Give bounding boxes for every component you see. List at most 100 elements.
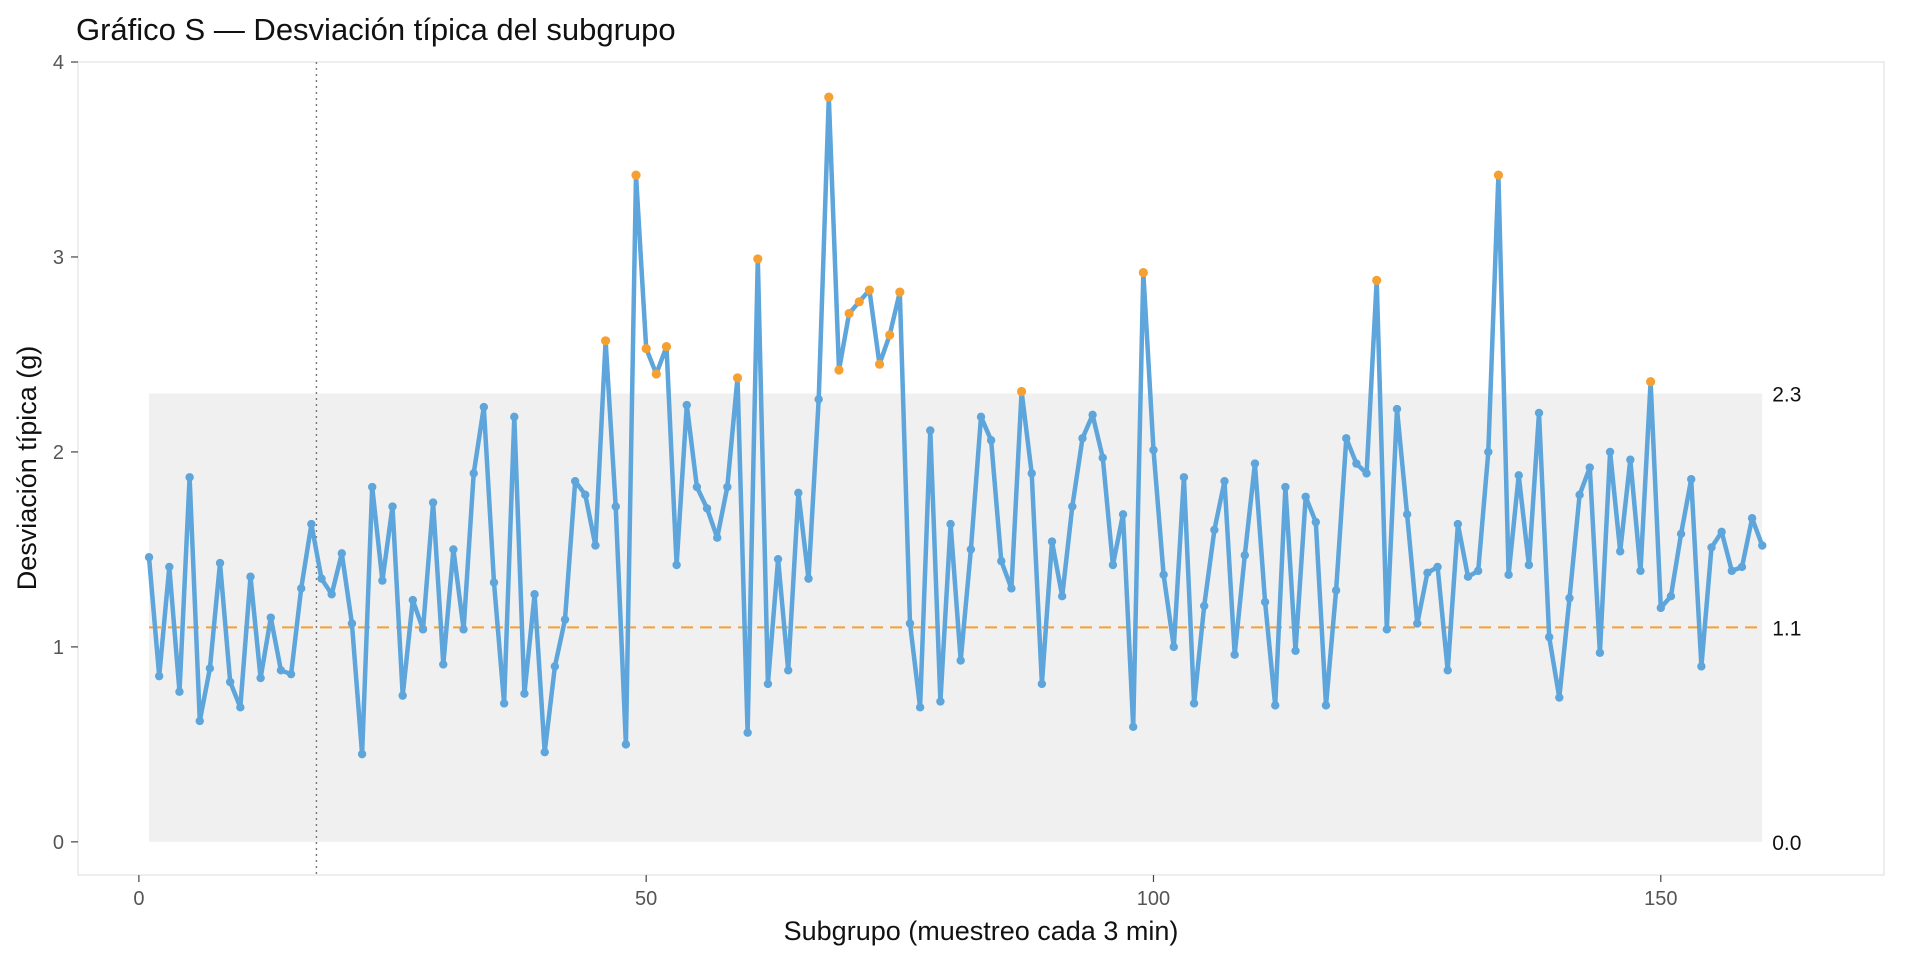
data-point [1514, 471, 1523, 480]
data-point [1260, 597, 1270, 607]
data-point [1737, 562, 1747, 572]
data-point [1271, 701, 1280, 710]
data-point [1179, 473, 1189, 482]
out-of-control-point [651, 369, 661, 379]
data-point [327, 590, 336, 599]
data-point [1068, 502, 1077, 511]
data-point [1555, 693, 1564, 702]
data-point [266, 613, 275, 622]
out-of-control-point [661, 342, 672, 352]
x-tick-label: 50 [635, 888, 657, 910]
x-tick-label: 150 [1644, 888, 1677, 910]
out-of-control-point [1138, 267, 1148, 278]
data-point [936, 697, 945, 706]
chart-title: Gráfico S — Desviación típica del subgru… [76, 12, 676, 47]
data-point [510, 412, 519, 422]
out-of-control-point [885, 330, 895, 340]
data-point [1585, 463, 1594, 472]
out-of-control-point [1646, 377, 1656, 387]
data-point [1088, 410, 1097, 420]
data-point [205, 664, 215, 673]
data-point [1656, 603, 1665, 613]
data-point [1453, 519, 1463, 529]
data-point [1413, 619, 1422, 628]
data-point [317, 574, 326, 583]
out-of-control-point [824, 92, 834, 102]
data-point [1504, 570, 1513, 579]
data-point [1433, 562, 1442, 572]
data-point [1007, 584, 1016, 593]
data-point [1118, 510, 1128, 519]
data-point [763, 679, 773, 689]
data-point [388, 502, 397, 511]
data-point [439, 660, 448, 669]
out-of-control-point [895, 287, 905, 297]
data-point [1707, 543, 1716, 552]
data-point [550, 662, 560, 671]
data-point [1301, 492, 1310, 501]
data-point [347, 619, 357, 628]
x-axis-title: Subgrupo (muestreo cada 3 min) [784, 916, 1179, 946]
data-point [1189, 699, 1199, 708]
data-point [530, 590, 539, 599]
data-point [1108, 560, 1118, 570]
data-point [1382, 625, 1392, 634]
data-point [195, 716, 204, 726]
data-point [1230, 650, 1239, 659]
data-point [692, 482, 702, 492]
data-point [408, 595, 418, 605]
data-point [1717, 527, 1726, 537]
data-point [459, 625, 468, 634]
data-point [997, 556, 1006, 566]
y-tick-label: 3 [53, 247, 64, 269]
data-point [1392, 404, 1402, 414]
data-point [479, 402, 489, 412]
data-point [804, 574, 813, 583]
data-point [966, 545, 976, 554]
center-line-label: 1.1 [1772, 617, 1801, 640]
data-point [1595, 648, 1605, 657]
data-point [621, 740, 631, 749]
data-point [672, 560, 681, 570]
data-point [276, 666, 286, 675]
data-point [1057, 592, 1067, 601]
data-point [591, 541, 600, 550]
data-point [1565, 593, 1574, 603]
data-point [956, 656, 965, 665]
out-of-control-point [600, 336, 611, 346]
data-point [1687, 475, 1696, 484]
data-point [1078, 434, 1087, 443]
plot-panel-border [77, 61, 1885, 876]
data-point [1169, 642, 1178, 652]
data-point [378, 576, 387, 585]
data-point [1210, 525, 1219, 535]
out-of-control-point [641, 343, 651, 354]
data-point [1362, 469, 1371, 478]
data-point [1220, 476, 1229, 486]
data-point [1544, 632, 1554, 642]
data-point [743, 728, 752, 737]
data-point [926, 426, 935, 435]
data-point [1626, 455, 1635, 464]
data-point [915, 703, 925, 712]
y-tick-label: 4 [53, 52, 64, 74]
y-tick-label: 0 [53, 832, 64, 854]
out-of-control-point [874, 359, 885, 369]
data-point [1291, 646, 1300, 655]
data-point [165, 562, 174, 572]
data-point [611, 502, 620, 511]
data-point [976, 412, 986, 422]
data-point [1402, 510, 1412, 519]
y-axis-title: Desviación típica (g) [12, 346, 42, 591]
out-of-control-point [834, 365, 844, 375]
data-point [236, 703, 245, 712]
out-of-control-point [753, 254, 763, 264]
data-point [723, 482, 732, 492]
data-point [1311, 517, 1321, 527]
x-tick-label: 0 [133, 888, 144, 910]
data-point [713, 533, 722, 542]
data-point [368, 482, 377, 492]
data-point [449, 545, 458, 554]
data-point [256, 673, 265, 683]
